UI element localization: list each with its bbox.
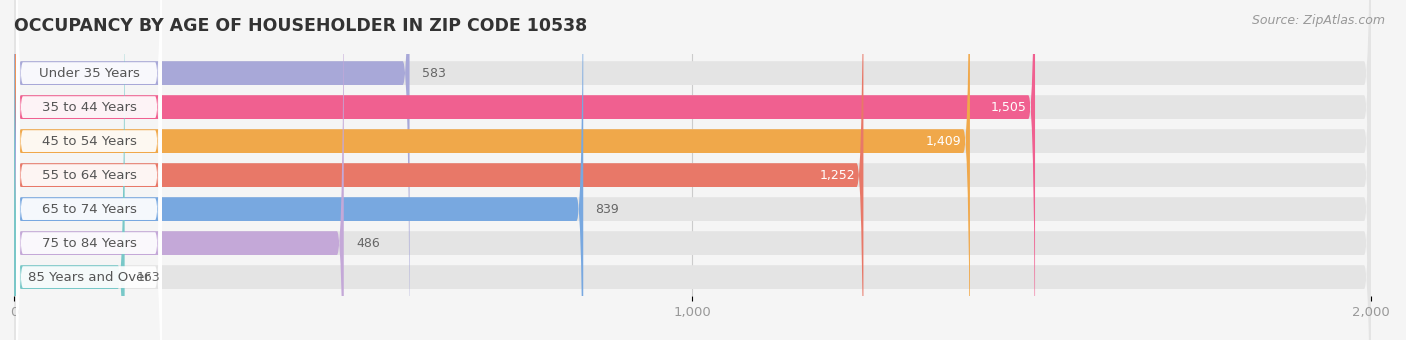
FancyBboxPatch shape <box>15 0 162 340</box>
Text: 1,505: 1,505 <box>991 101 1026 114</box>
Text: 35 to 44 Years: 35 to 44 Years <box>42 101 136 114</box>
FancyBboxPatch shape <box>15 0 162 340</box>
Text: 839: 839 <box>596 203 619 216</box>
FancyBboxPatch shape <box>14 0 1371 340</box>
FancyBboxPatch shape <box>14 0 583 340</box>
FancyBboxPatch shape <box>15 0 162 340</box>
FancyBboxPatch shape <box>14 0 1371 340</box>
FancyBboxPatch shape <box>14 0 1371 340</box>
Text: 45 to 54 Years: 45 to 54 Years <box>42 135 136 148</box>
Text: 65 to 74 Years: 65 to 74 Years <box>42 203 136 216</box>
FancyBboxPatch shape <box>15 0 162 340</box>
Text: Under 35 Years: Under 35 Years <box>38 67 139 80</box>
FancyBboxPatch shape <box>14 0 1371 340</box>
Text: 55 to 64 Years: 55 to 64 Years <box>42 169 136 182</box>
FancyBboxPatch shape <box>14 0 343 340</box>
FancyBboxPatch shape <box>14 0 863 340</box>
Text: 1,252: 1,252 <box>820 169 855 182</box>
Text: 85 Years and Over: 85 Years and Over <box>28 271 150 284</box>
Text: 583: 583 <box>422 67 446 80</box>
Text: 486: 486 <box>356 237 380 250</box>
Text: 1,409: 1,409 <box>927 135 962 148</box>
FancyBboxPatch shape <box>15 0 162 340</box>
FancyBboxPatch shape <box>15 0 162 340</box>
Text: 75 to 84 Years: 75 to 84 Years <box>42 237 136 250</box>
FancyBboxPatch shape <box>14 0 409 340</box>
FancyBboxPatch shape <box>14 0 970 340</box>
FancyBboxPatch shape <box>14 0 125 340</box>
Text: Source: ZipAtlas.com: Source: ZipAtlas.com <box>1251 14 1385 27</box>
Text: 163: 163 <box>136 271 160 284</box>
Text: OCCUPANCY BY AGE OF HOUSEHOLDER IN ZIP CODE 10538: OCCUPANCY BY AGE OF HOUSEHOLDER IN ZIP C… <box>14 17 588 35</box>
FancyBboxPatch shape <box>14 0 1371 340</box>
FancyBboxPatch shape <box>15 0 162 340</box>
FancyBboxPatch shape <box>14 0 1035 340</box>
FancyBboxPatch shape <box>14 0 1371 340</box>
FancyBboxPatch shape <box>14 0 1371 340</box>
